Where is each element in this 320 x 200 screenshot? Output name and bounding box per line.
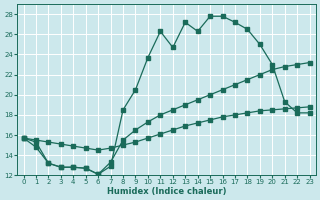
X-axis label: Humidex (Indice chaleur): Humidex (Indice chaleur) [107, 187, 226, 196]
